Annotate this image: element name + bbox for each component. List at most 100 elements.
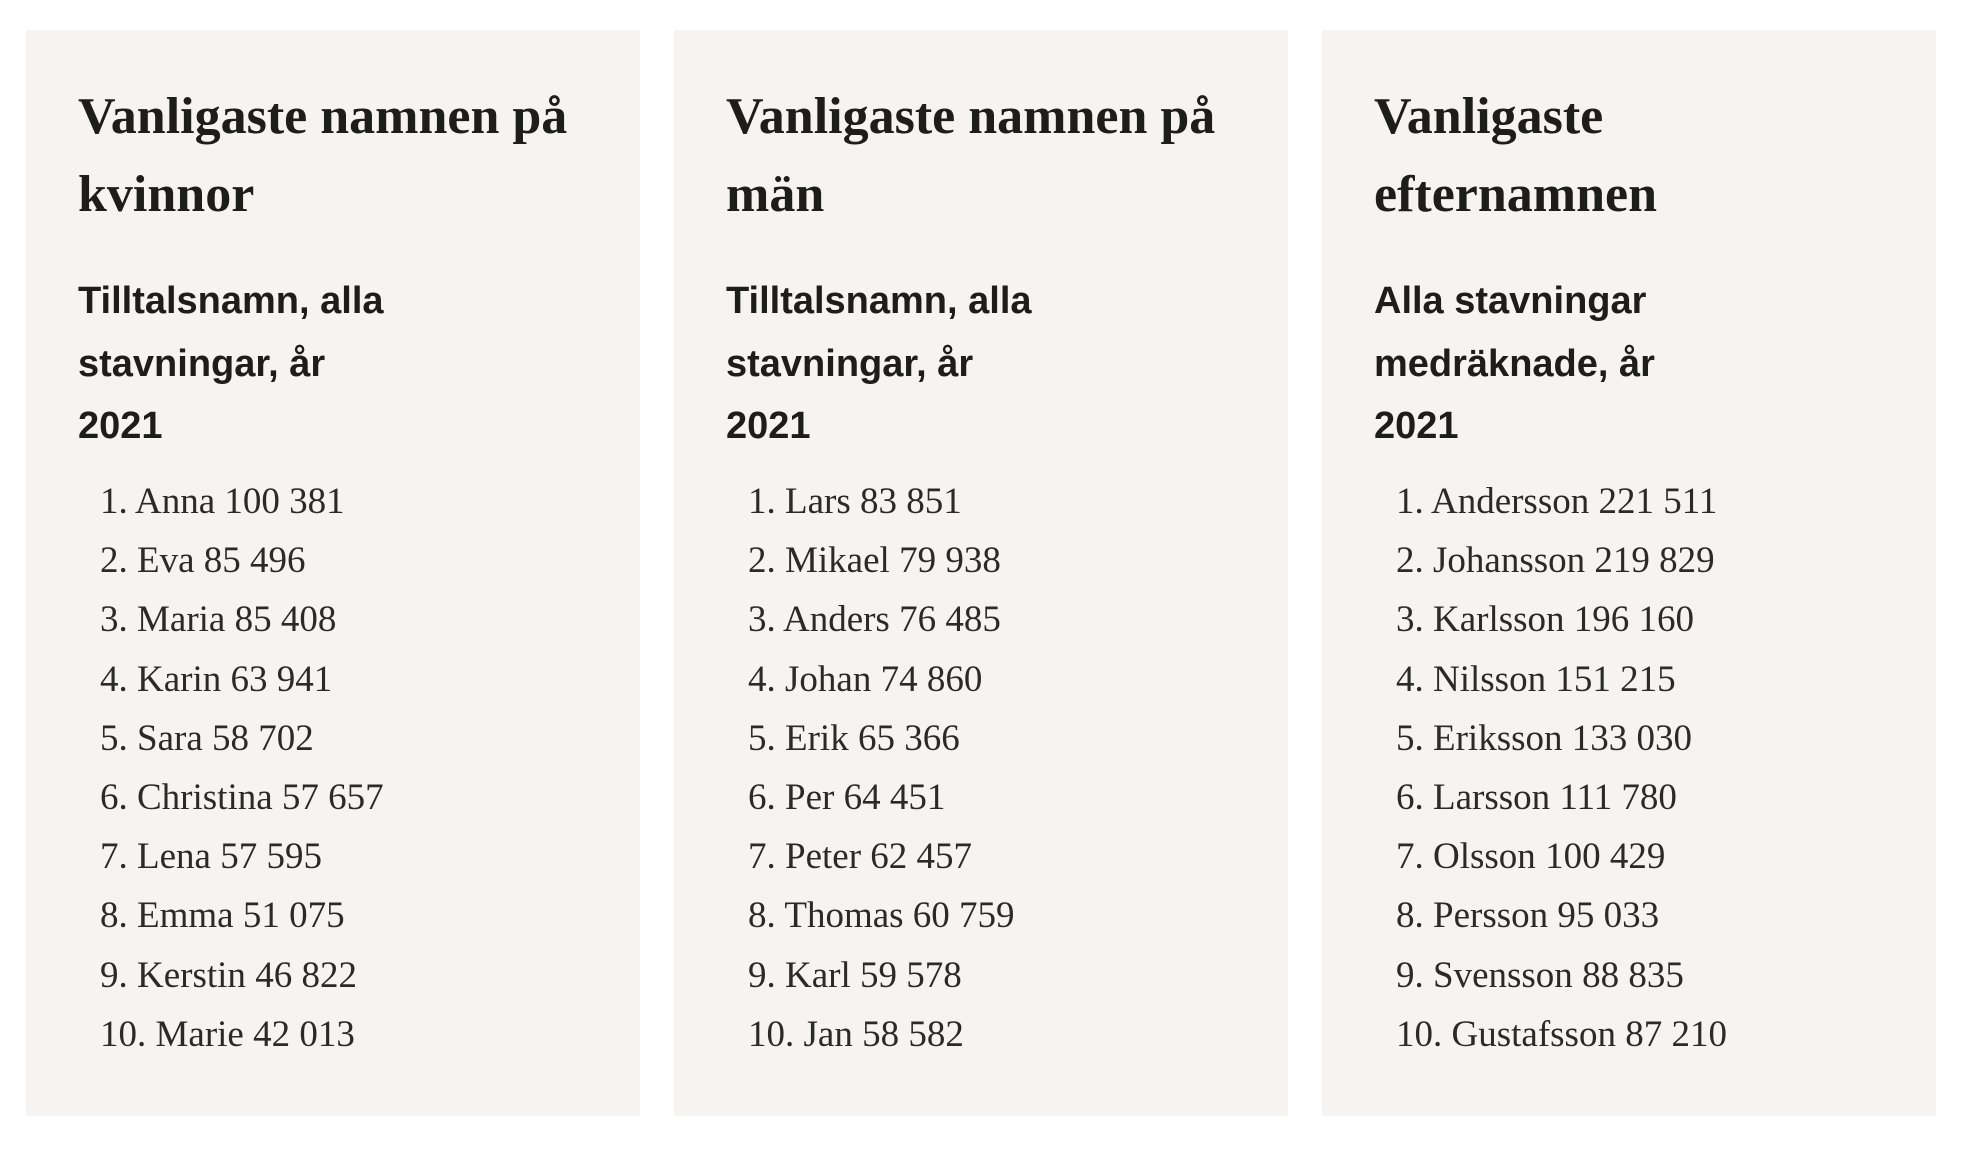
card-title: Vanligaste efternamnen xyxy=(1374,78,1884,234)
item-count: 196 160 xyxy=(1573,599,1695,641)
item-count: 85 408 xyxy=(234,599,337,641)
item-rank: 3. xyxy=(1396,599,1424,641)
item-count: 151 215 xyxy=(1555,658,1676,700)
item-count: 63 941 xyxy=(230,658,333,700)
item-name: Persson xyxy=(1433,895,1549,937)
list-item: 5. Eriksson 133 030 xyxy=(1396,709,1884,768)
item-count: 76 485 xyxy=(899,599,1001,641)
item-count: 133 030 xyxy=(1571,717,1692,759)
list-item: 4. Nilsson 151 215 xyxy=(1396,650,1884,709)
card-subtitle-line: 2021 xyxy=(1374,405,1459,448)
list-item: 9. Kerstin 46 822 xyxy=(100,946,588,1005)
item-rank: 1. xyxy=(748,481,776,523)
item-rank: 7. xyxy=(100,836,128,878)
item-rank: 10. xyxy=(1396,1013,1443,1055)
item-count: 60 759 xyxy=(912,895,1015,937)
item-name: Marie xyxy=(155,1013,244,1055)
item-count: 95 033 xyxy=(1557,895,1660,937)
card-subtitle-line: Tilltalsnamn, alla stavningar, år xyxy=(726,280,1032,385)
item-name: Johan xyxy=(785,658,872,700)
item-name: Anna xyxy=(134,481,216,523)
card-title: Vanligaste namnen på kvinnor xyxy=(78,78,588,234)
item-rank: 8. xyxy=(1396,895,1424,937)
card-subtitle: Alla stavningar medräknade, år 2021 xyxy=(1374,270,1884,458)
item-count: 58 582 xyxy=(862,1013,964,1055)
item-rank: 10. xyxy=(748,1013,795,1055)
item-count: 100 381 xyxy=(224,481,345,523)
item-count: 83 851 xyxy=(860,481,962,523)
item-name: Peter xyxy=(785,836,862,878)
list-item: 2. Mikael 79 938 xyxy=(748,531,1236,590)
card-title: Vanligaste namnen på män xyxy=(726,78,1236,234)
item-rank: 9. xyxy=(1396,954,1424,996)
item-count: 62 457 xyxy=(870,836,973,878)
list-item: 9. Svensson 88 835 xyxy=(1396,946,1884,1005)
card-title-line: Vanligaste namnen på xyxy=(726,88,1216,145)
list-item: 9. Karl 59 578 xyxy=(748,946,1236,1005)
list-item: 1. Lars 83 851 xyxy=(748,472,1236,531)
item-count: 79 938 xyxy=(899,540,1001,582)
list-item: 7. Peter 62 457 xyxy=(748,827,1236,886)
list-item: 8. Emma 51 075 xyxy=(100,886,588,945)
list-item: 3. Maria 85 408 xyxy=(100,590,588,649)
card-title-line: efternamnen xyxy=(1374,166,1658,223)
name-list: 1. Lars 83 851 2. Mikael 79 938 3. Ander… xyxy=(726,472,1236,1064)
item-name: Lena xyxy=(137,836,211,878)
list-item: 7. Lena 57 595 xyxy=(100,827,588,886)
list-item: 3. Anders 76 485 xyxy=(748,590,1236,649)
card-subtitle-line: 2021 xyxy=(726,405,811,448)
item-rank: 2. xyxy=(748,540,776,582)
item-name: Emma xyxy=(137,895,234,937)
item-name: Sara xyxy=(137,717,203,759)
list-item: 4. Johan 74 860 xyxy=(748,650,1236,709)
item-rank: 4. xyxy=(748,658,776,700)
card-subtitle: Tilltalsnamn, alla stavningar, år 2021 xyxy=(78,270,588,458)
card-women-names: Vanligaste namnen på kvinnor Tilltalsnam… xyxy=(26,30,640,1116)
item-rank: 6. xyxy=(100,777,128,818)
item-rank: 5. xyxy=(748,717,776,759)
item-name: Thomas xyxy=(784,895,904,937)
item-count: 74 860 xyxy=(880,658,983,700)
list-item: 2. Johansson 219 829 xyxy=(1396,531,1884,590)
item-rank: 1. xyxy=(100,481,128,523)
item-name: Karl xyxy=(785,954,851,996)
list-item: 3. Karlsson 196 160 xyxy=(1396,590,1884,649)
card-title-line: kvinnor xyxy=(78,166,255,223)
item-name: Andersson xyxy=(1430,481,1590,523)
item-rank: 5. xyxy=(1396,717,1424,759)
item-name: Larsson xyxy=(1433,777,1551,818)
list-item: 6. Larsson 111 780 xyxy=(1396,768,1884,827)
card-subtitle: Tilltalsnamn, alla stavningar, år 2021 xyxy=(726,270,1236,458)
item-name: Gustafsson xyxy=(1451,1013,1616,1055)
item-rank: 7. xyxy=(748,836,776,878)
item-count: 46 822 xyxy=(255,954,357,996)
item-rank: 8. xyxy=(100,895,128,937)
list-item: 10. Jan 58 582 xyxy=(748,1005,1236,1064)
item-name: Maria xyxy=(137,599,226,641)
list-item: 6. Per 64 451 xyxy=(748,768,1236,827)
item-rank: 2. xyxy=(100,540,128,582)
list-item: 1. Anna 100 381 xyxy=(100,472,588,531)
item-count: 88 835 xyxy=(1582,954,1684,996)
card-title-line: Vanligaste xyxy=(1374,88,1604,145)
name-list: 1. Andersson 221 511 2. Johansson 219 82… xyxy=(1374,472,1884,1064)
item-rank: 4. xyxy=(100,658,128,700)
item-name: Anders xyxy=(782,599,890,641)
item-rank: 6. xyxy=(1396,777,1424,818)
list-item: 6. Christina 57 657 xyxy=(100,768,588,827)
item-count: 51 075 xyxy=(242,895,345,937)
item-rank: 7. xyxy=(1396,836,1424,878)
item-count: 57 657 xyxy=(281,777,384,818)
list-item: 5. Erik 65 366 xyxy=(748,709,1236,768)
item-count: 111 780 xyxy=(1559,777,1677,818)
item-name: Christina xyxy=(137,777,273,818)
card-subtitle-line: 2021 xyxy=(78,405,163,448)
item-rank: 3. xyxy=(748,599,776,641)
list-item: 8. Persson 95 033 xyxy=(1396,886,1884,945)
item-count: 59 578 xyxy=(860,954,962,996)
item-name: Eriksson xyxy=(1433,717,1563,759)
item-count: 58 702 xyxy=(212,717,314,759)
list-item: 1. Andersson 221 511 xyxy=(1396,472,1884,531)
list-item: 8. Thomas 60 759 xyxy=(748,886,1236,945)
item-count: 42 013 xyxy=(253,1013,355,1055)
